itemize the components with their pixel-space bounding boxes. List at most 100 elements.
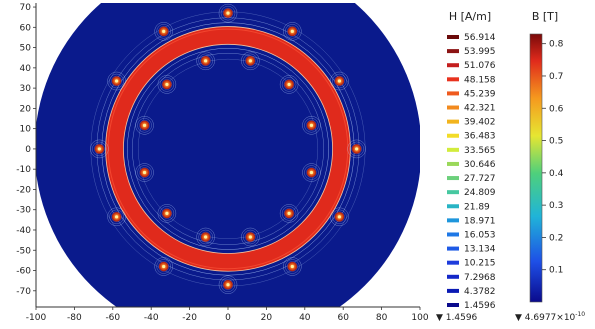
outer-source-halo — [107, 71, 126, 91]
outer-source-halo — [222, 7, 234, 19]
outer-source-halo — [154, 22, 173, 41]
legend-b-title: B [T] — [532, 10, 558, 23]
y-tick-label: -40 — [16, 226, 31, 236]
x-tick-label: 20 — [261, 313, 273, 323]
outer-source-halo — [349, 141, 364, 157]
outer-source-halo — [287, 26, 298, 37]
legend-b: B [T] 0.8 0.7 0.6 0.5 0.4 0.3 0.2 0.1 ▼ 4.6977×… — [515, 10, 585, 323]
y-tick-label: -70 — [16, 287, 31, 297]
legend-h-level-label: 48.158 — [464, 75, 496, 85]
inner-source-halo — [200, 231, 211, 243]
x-tick-label: 40 — [299, 313, 311, 323]
outer-source-halo — [218, 3, 238, 23]
legend-b-tick-label: 0.2 — [549, 233, 563, 243]
legend-h-swatch — [447, 147, 459, 152]
outer-source-halo — [287, 261, 298, 272]
inner-source-halo — [198, 53, 213, 69]
legend-b-min-label: ▼ 4.6977×10 — [515, 313, 576, 323]
outer-source-halo — [222, 279, 234, 290]
outer-source-halo — [332, 209, 347, 225]
outer-source-halo — [107, 207, 126, 227]
inner-source-halo — [135, 116, 154, 135]
ring-band — [105, 26, 351, 272]
inner-source-halo — [157, 204, 177, 223]
outer-source-halo — [283, 22, 302, 41]
legend-h-level-label: 39.402 — [464, 118, 496, 128]
inner-source-halo — [245, 55, 256, 67]
inner-source-halo — [157, 75, 177, 94]
legend-b-tick-label: 0.7 — [549, 72, 563, 82]
legend-h-swatch — [447, 161, 459, 166]
legend-h-swatch — [447, 274, 459, 279]
legend-b-min-text: ▼ 4.6977×10-10 — [515, 311, 585, 323]
legend-h-swatch — [447, 288, 459, 293]
y-tick-label: -10 — [16, 165, 31, 175]
x-tick-label: 100 — [411, 313, 428, 323]
outer-source-core — [162, 264, 166, 269]
legend-h-min-label: ▼ 1.4596 — [436, 313, 478, 323]
legend-h-level-label: 27.727 — [464, 174, 496, 184]
inner-source-halo — [139, 167, 150, 178]
y-tick-label: 60 — [20, 23, 32, 33]
ring-inner-edge — [123, 43, 333, 254]
x-tick-label: 80 — [376, 313, 388, 323]
contour-inner — [137, 58, 319, 239]
inner-source-halo — [159, 206, 175, 221]
legend-b-tick-label: 0.6 — [549, 104, 564, 114]
outer-source-core — [290, 29, 294, 33]
legend-h-level-label: 1.4596 — [464, 301, 496, 311]
outer-source-halo — [158, 261, 169, 272]
inner-source-halo — [196, 227, 215, 247]
legend-h-level-label: 24.809 — [464, 188, 496, 198]
legend-h-swatch — [447, 119, 459, 124]
inner-source-core — [165, 211, 169, 216]
outer-source-core — [337, 79, 342, 83]
inner-source-halo — [200, 55, 211, 67]
inner-source-halo — [279, 75, 299, 94]
inner-source-halo — [161, 79, 173, 90]
legend-h-swatch — [447, 133, 459, 138]
y-tick-label: 70 — [20, 3, 32, 13]
x-tick-label: -60 — [105, 313, 120, 323]
inner-source-halo — [241, 227, 260, 247]
legend-b-colorbar — [529, 33, 543, 303]
y-tick-label: 50 — [20, 44, 32, 54]
inner-source-halo — [139, 120, 150, 131]
inner-source-halo — [241, 51, 260, 71]
inner-source-halo — [306, 167, 317, 178]
legend-h-swatch — [447, 260, 459, 265]
outer-source-halo — [330, 207, 349, 227]
outer-source-halo — [285, 259, 300, 274]
legend-h-level-label: 42.321 — [464, 104, 496, 114]
inner-source-halo — [302, 116, 321, 135]
legend-h-swatch — [447, 190, 459, 195]
y-tick-label: 10 — [20, 125, 32, 135]
legend-h-level-label: 45.239 — [464, 89, 496, 99]
x-tick-label: -40 — [144, 313, 159, 323]
contour-inner — [127, 48, 329, 250]
legend-h-level-label: 10.215 — [464, 259, 496, 269]
legend-h-swatch — [447, 49, 459, 54]
outer-source-core — [226, 11, 230, 15]
legend-h-level-label: 33.565 — [464, 146, 496, 156]
outer-source-halo — [92, 141, 107, 157]
legend-h-level-label: 7.2968 — [464, 273, 496, 283]
inner-source-halo — [304, 165, 319, 180]
legend-h-level-label: 53.995 — [464, 47, 496, 57]
inner-source-core — [204, 235, 208, 239]
legend-h-level-label: 13.134 — [464, 245, 496, 255]
outer-source-halo — [332, 73, 347, 89]
inner-source-halo — [245, 231, 256, 243]
x-tick-label: 0 — [225, 313, 231, 323]
outer-source-halo — [111, 75, 122, 87]
inner-source-core — [204, 59, 208, 63]
legend-h-swatch — [447, 232, 459, 237]
y-tick-label: 40 — [20, 64, 32, 74]
outer-source-core — [355, 147, 359, 151]
legend-h-swatch — [447, 105, 459, 110]
ring-outer-edge — [105, 26, 351, 272]
outer-source-halo — [351, 143, 362, 155]
contour-inner — [132, 52, 324, 245]
y-tick-label: 20 — [20, 104, 32, 114]
outer-source-halo — [330, 71, 349, 91]
